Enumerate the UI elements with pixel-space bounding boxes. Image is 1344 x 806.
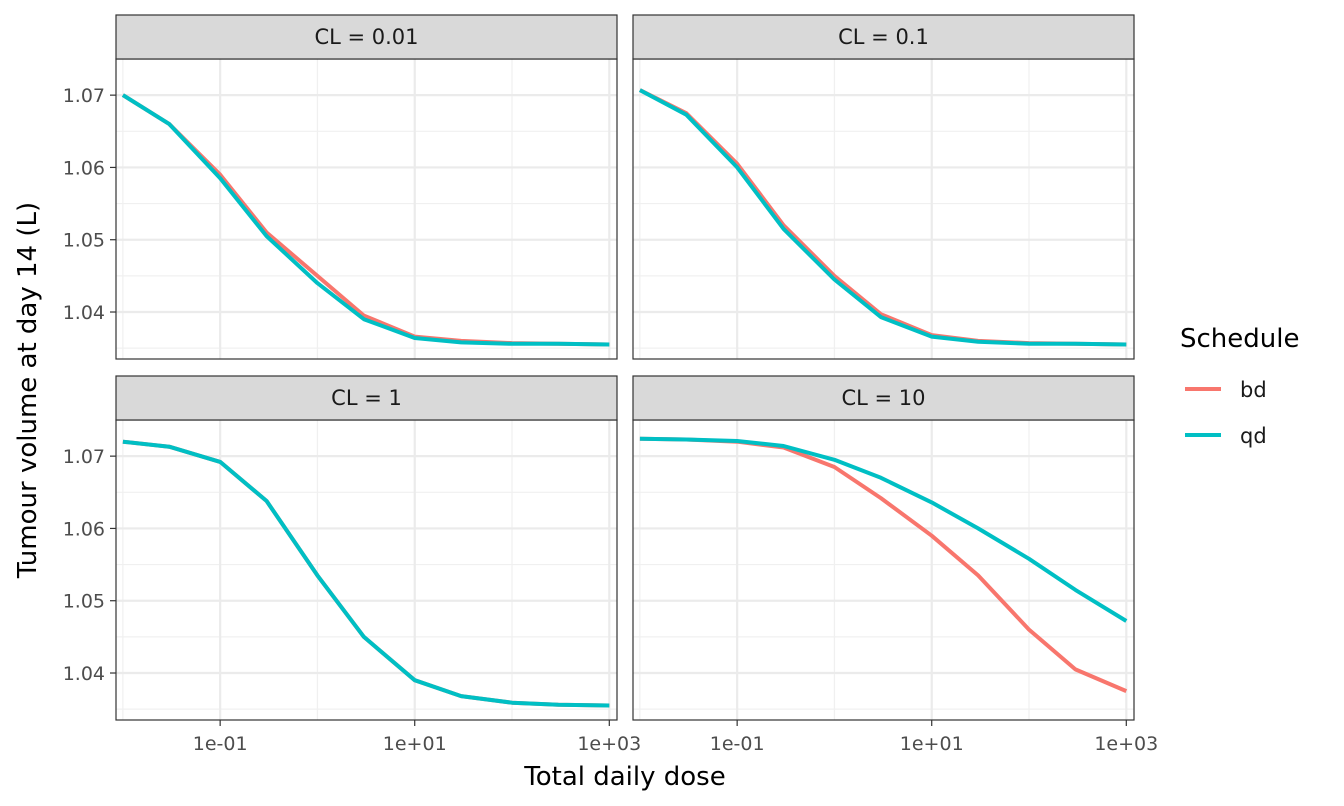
series-line-qd: [639, 436, 1128, 623]
facet-strip: [632, 375, 1135, 421]
legend-title: Schedule: [1180, 324, 1299, 354]
legend: Schedule bd qd: [1180, 324, 1299, 448]
panel-background: [116, 59, 617, 359]
facet-strip-label: CL = 10: [841, 386, 925, 410]
facet-strip: [115, 375, 618, 421]
y-tick-label: 1.07: [63, 446, 105, 468]
panel-cl-10: CL = 10 1e-01 1e+01 1e+03: [632, 375, 1158, 755]
y-tick-label: 1.05: [63, 591, 105, 613]
x-axis-title: Total daily dose: [523, 762, 725, 792]
series-line-qd: [121, 93, 610, 347]
panel-background: [633, 420, 1134, 720]
y-tick-label: 1.06: [63, 157, 105, 179]
y-tick-label: 1.04: [63, 663, 105, 685]
x-tick-label: 1e+01: [900, 733, 964, 755]
x-tick-label: 1e-01: [193, 733, 248, 755]
y-tick-label: 1.06: [63, 518, 105, 540]
series-line-qd: [122, 439, 610, 708]
x-tick-label: 1e+03: [577, 733, 641, 755]
facet-strip-label: CL = 0.01: [314, 25, 418, 49]
x-tick-label: 1e+03: [1094, 733, 1158, 755]
legend-label-qd: qd: [1240, 424, 1267, 448]
panel-cl-0-01: CL = 0.01 1.04 1.05 1.06 1.07: [63, 14, 618, 360]
facet-panels: CL = 0.01 1.04 1.05 1.06 1.07 CL = 0.1 CL = 1 1…: [63, 14, 1158, 755]
x-tick-label: 1e+01: [383, 733, 447, 755]
x-tick-label: 1e-01: [710, 733, 765, 755]
panel-background: [633, 59, 1134, 359]
panel-cl-1: CL = 1 1.04 1.05 1.06 1.07 1e-01 1e+01 1e+03: [63, 375, 641, 755]
y-tick-label: 1.04: [63, 302, 105, 324]
panel-background: [116, 420, 617, 720]
y-tick-label: 1.05: [63, 230, 105, 252]
y-tick-label: 1.07: [63, 85, 105, 107]
series-line-qd: [638, 88, 1127, 347]
facet-strip: [115, 14, 618, 60]
facet-strip: [632, 14, 1135, 60]
legend-label-bd: bd: [1240, 378, 1267, 402]
panel-cl-0-1: CL = 0.1: [632, 14, 1135, 360]
facet-strip-label: CL = 1: [331, 386, 402, 410]
y-axis-title: Tumour volume at day 14 (L): [13, 202, 43, 579]
facet-strip-label: CL = 0.1: [838, 25, 929, 49]
